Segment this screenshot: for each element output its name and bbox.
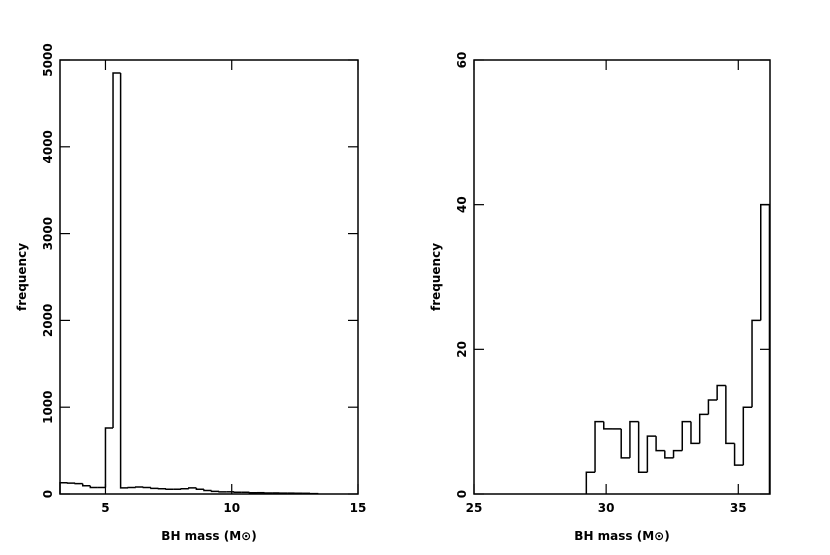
y-tick-label: 2000 xyxy=(41,304,55,337)
histogram-bin xyxy=(119,73,129,489)
x-tick-label: 35 xyxy=(730,501,747,515)
histogram-bin xyxy=(150,487,159,490)
y-tick-label: 3000 xyxy=(41,217,55,250)
histogram-bin xyxy=(725,385,735,445)
histogram-bin xyxy=(188,487,197,489)
x-axis-label: BH mass (M⊙) xyxy=(161,529,256,543)
histogram-bin xyxy=(309,492,319,495)
histogram-bin xyxy=(195,487,204,490)
y-tick-label: 40 xyxy=(455,196,469,213)
histogram-bin xyxy=(620,428,630,459)
histogram-bin xyxy=(733,443,744,466)
x-tick-label: 30 xyxy=(598,501,615,515)
y-tick-label: 20 xyxy=(455,341,469,358)
y-tick-label: 1000 xyxy=(41,390,55,423)
histogram-bin xyxy=(210,490,220,493)
histogram-bin xyxy=(690,421,700,445)
histogram-bin xyxy=(707,399,718,415)
histogram-bin xyxy=(59,481,68,494)
y-tick-label: 5000 xyxy=(41,43,55,76)
x-tick-label: 25 xyxy=(466,501,483,515)
histogram-bin xyxy=(629,420,639,458)
histogram-bin xyxy=(698,413,709,444)
y-tick-label: 0 xyxy=(455,490,469,498)
histogram-bin xyxy=(760,203,771,494)
histogram-bin xyxy=(104,427,114,488)
histogram-bin xyxy=(594,420,604,473)
plot-frame xyxy=(59,59,359,495)
histogram-bin xyxy=(751,319,761,408)
histogram-bin xyxy=(664,450,674,459)
histogram-bin xyxy=(637,421,648,474)
histogram-bin xyxy=(672,449,683,458)
histogram-bin xyxy=(716,384,726,400)
histogram-bin xyxy=(585,471,596,494)
y-tick-label: 60 xyxy=(455,52,469,69)
y-tick-label: 0 xyxy=(41,490,55,498)
x-tick-label: 15 xyxy=(350,501,367,515)
histogram-bin xyxy=(742,406,753,466)
histogram-bin xyxy=(603,421,613,430)
x-tick-label: 10 xyxy=(223,501,240,515)
x-tick-label: 5 xyxy=(101,501,109,515)
y-axis-label: frequency xyxy=(15,243,29,311)
histogram-bin xyxy=(655,436,665,452)
histogram-bin xyxy=(89,485,98,489)
histogram-bin xyxy=(681,420,691,451)
histogram-bin xyxy=(112,72,121,429)
y-axis-label: frequency xyxy=(429,243,443,311)
x-axis-label: BH mass (M⊙) xyxy=(574,529,669,543)
histogram-bin xyxy=(81,483,91,487)
y-tick-label: 4000 xyxy=(41,130,55,163)
histogram-bin xyxy=(203,489,212,492)
histogram-bin xyxy=(646,435,657,473)
